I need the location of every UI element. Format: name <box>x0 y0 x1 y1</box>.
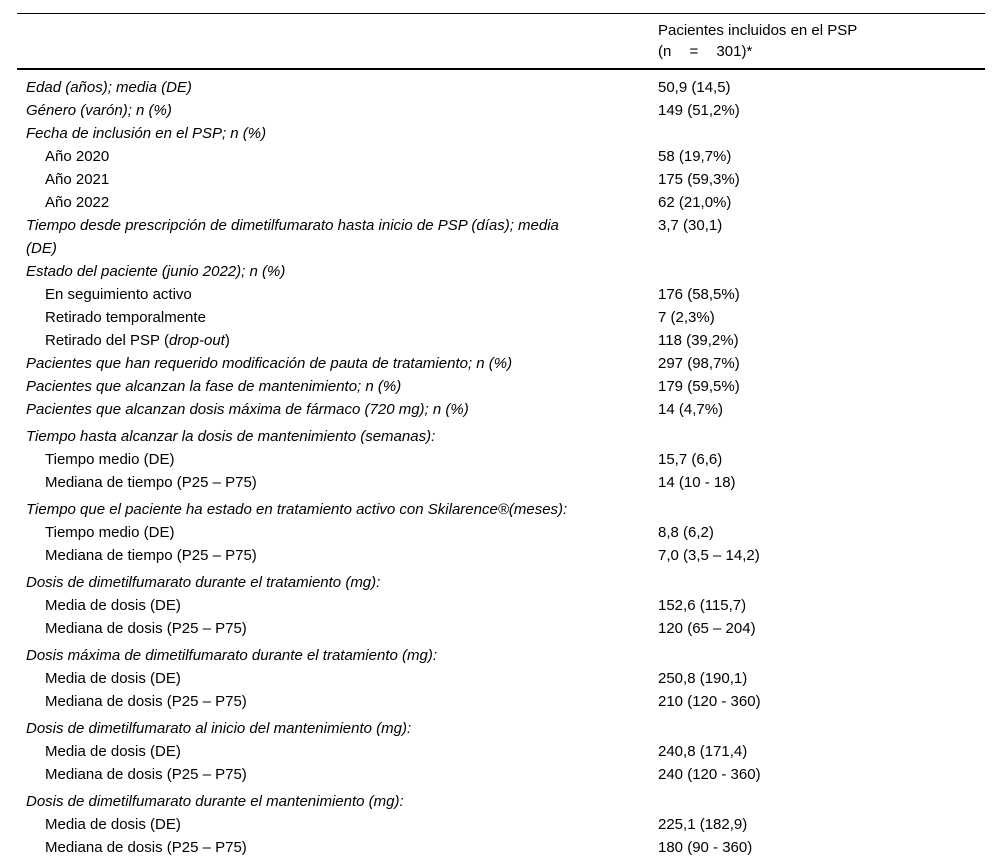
row-label: Género (varón); n (%) <box>26 102 172 119</box>
row-value: 297 (98,7%) <box>658 355 740 372</box>
row-value: 14 (10 - 18) <box>658 474 736 491</box>
row-label: Dosis de dimetilfumarato durante el trat… <box>26 574 381 591</box>
row-value: 58 (19,7%) <box>658 148 732 165</box>
row-label: Pacientes que alcanzan dosis máxima de f… <box>26 401 469 418</box>
table-row: Estado del paciente (junio 2022); n (%) <box>17 260 985 283</box>
row-value: 14 (4,7%) <box>658 401 724 418</box>
row-value: 152,6 (115,7) <box>658 597 747 614</box>
row-label: Tiempo medio (DE) <box>45 524 175 541</box>
row-label: Media de dosis (DE) <box>45 670 181 687</box>
table-row: Género (varón); n (%) 149 (51,2%) <box>17 99 985 122</box>
row-value: 176 (58,5%) <box>658 286 740 303</box>
row-value: 210 (120 - 360) <box>658 693 761 710</box>
table-row: Retirado temporalmente 7 (2,3%) <box>17 306 985 329</box>
row-label: Año 2021 <box>45 171 110 188</box>
row-label: Dosis de dimetilfumarato al inicio del m… <box>26 720 412 737</box>
row-label: Año 2022 <box>45 194 110 211</box>
row-label: Media de dosis (DE) <box>45 743 181 760</box>
table-row: Retirado del PSP (drop-out) 118 (39,2%) <box>17 329 985 352</box>
row-label: Dosis de dimetilfumarato durante el mant… <box>26 793 404 810</box>
row-value: 8,8 (6,2) <box>658 524 714 541</box>
row-value: 3,7 (30,1) <box>658 217 723 234</box>
table-row: Mediana de dosis (P25 – P75) 210 (120 - 3… <box>17 690 985 713</box>
row-label: Mediana de dosis (P25 – P75) <box>45 766 247 783</box>
row-value: 180 (90 - 360) <box>658 839 753 856</box>
row-label: Fecha de inclusión en el PSP; n (%) <box>26 125 267 142</box>
column-header-patients-psp: Pacientes incluidos en el PSP <box>658 22 858 39</box>
table-row: Año 2021 175 (59,3%) <box>17 168 985 191</box>
table-row: Pacientes que han requerido modificación… <box>17 352 985 375</box>
row-label: Tiempo hasta alcanzar la dosis de manten… <box>26 428 436 445</box>
row-label: Mediana de tiempo (P25 – P75) <box>45 547 257 564</box>
table-row: Mediana de tiempo (P25 – P75) 7,0 (3,5 – … <box>17 544 985 567</box>
table-row: Mediana de tiempo (P25 – P75) 14 (10 - 18… <box>17 471 985 494</box>
row-label: Edad (años); media (DE) <box>26 79 192 96</box>
row-label: Tiempo medio (DE) <box>45 451 175 468</box>
row-label: Pacientes que han requerido modificación… <box>26 355 513 372</box>
row-label: Estado del paciente (junio 2022); n (%) <box>26 263 286 280</box>
table-row: En seguimiento activo 176 (58,5%) <box>17 283 985 306</box>
row-value: 7 (2,3%) <box>658 309 715 326</box>
table-row: Pacientes que alcanzan dosis máxima de f… <box>17 398 985 421</box>
row-label: Tiempo que el paciente ha estado en trat… <box>26 501 568 518</box>
column-header-n-count: (n = 301)* <box>658 43 753 60</box>
row-value: 120 (65 – 204) <box>658 620 756 637</box>
patients-psp-table: Pacientes incluidos en el PSP (n = 301)*… <box>17 13 985 862</box>
table-row: Tiempo hasta alcanzar la dosis de manten… <box>17 425 985 448</box>
row-value: 50,9 (14,5) <box>658 79 731 96</box>
row-label: Retirado del PSP (drop-out) <box>45 332 230 349</box>
row-label: Año 2020 <box>45 148 110 165</box>
table-row: Tiempo medio (DE) 8,8 (6,2) <box>17 521 985 544</box>
row-label: Mediana de dosis (P25 – P75) <box>45 693 247 710</box>
table-row: Año 2022 62 (21,0%) <box>17 191 985 214</box>
row-label: Mediana de dosis (P25 – P75) <box>45 620 247 637</box>
table-body: Edad (años); media (DE) 50,9 (14,5) Género… <box>17 70 985 862</box>
table-row: Mediana de dosis (P25 – P75) 120 (65 – 20… <box>17 617 985 640</box>
row-label: Pacientes que alcanzan la fase de manten… <box>26 378 402 395</box>
row-label: Mediana de dosis (P25 – P75) <box>45 839 247 856</box>
row-value: 118 (39,2%) <box>658 332 739 349</box>
table-row: Media de dosis (DE) 225,1 (182,9) <box>17 813 985 836</box>
table-header-row: Pacientes incluidos en el PSP (n = 301)* <box>17 13 985 70</box>
table-row: Dosis máxima de dimetilfumarato durante … <box>17 644 985 667</box>
table-row: Media de dosis (DE) 152,6 (115,7) <box>17 594 985 617</box>
table-row: Pacientes que alcanzan la fase de manten… <box>17 375 985 398</box>
table-row: Edad (años); media (DE) 50,9 (14,5) <box>17 76 985 99</box>
table-row: Mediana de dosis (P25 – P75) 240 (120 - 3… <box>17 763 985 786</box>
row-value: 240,8 (171,4) <box>658 743 748 760</box>
table-row: Tiempo que el paciente ha estado en trat… <box>17 498 985 521</box>
table-row: Fecha de inclusión en el PSP; n (%) <box>17 122 985 145</box>
row-value: 250,8 (190,1) <box>658 670 748 687</box>
row-label: Media de dosis (DE) <box>45 816 181 833</box>
table-row: Dosis de dimetilfumarato al inicio del m… <box>17 717 985 740</box>
row-label: En seguimiento activo <box>45 286 192 303</box>
table-row: Tiempo desde prescripción de dimetilfuma… <box>17 214 985 260</box>
table-row: Dosis de dimetilfumarato durante el mant… <box>17 790 985 813</box>
table-row: Media de dosis (DE) 240,8 (171,4) <box>17 740 985 763</box>
row-label: Dosis máxima de dimetilfumarato durante … <box>26 647 437 664</box>
row-value: 175 (59,3%) <box>658 171 740 188</box>
row-label: Media de dosis (DE) <box>45 597 181 614</box>
row-label: Mediana de tiempo (P25 – P75) <box>45 474 257 491</box>
row-value: 62 (21,0%) <box>658 194 732 211</box>
row-value: 225,1 (182,9) <box>658 816 748 833</box>
row-value: 240 (120 - 360) <box>658 766 761 783</box>
table-row: Dosis de dimetilfumarato durante el trat… <box>17 571 985 594</box>
row-label: Retirado temporalmente <box>45 309 206 326</box>
row-value: 149 (51,2%) <box>658 102 740 119</box>
row-value: 15,7 (6,6) <box>658 451 723 468</box>
table-row: Media de dosis (DE) 250,8 (190,1) <box>17 667 985 690</box>
row-value: 179 (59,5%) <box>658 378 740 395</box>
table-row: Mediana de dosis (P25 – P75) 180 (90 - 36… <box>17 836 985 859</box>
table-row: Tiempo medio (DE) 15,7 (6,6) <box>17 448 985 471</box>
row-value: 7,0 (3,5 – 14,2) <box>658 547 760 564</box>
row-label: Tiempo desde prescripción de dimetilfuma… <box>26 217 559 257</box>
table-row: Año 2020 58 (19,7%) <box>17 145 985 168</box>
